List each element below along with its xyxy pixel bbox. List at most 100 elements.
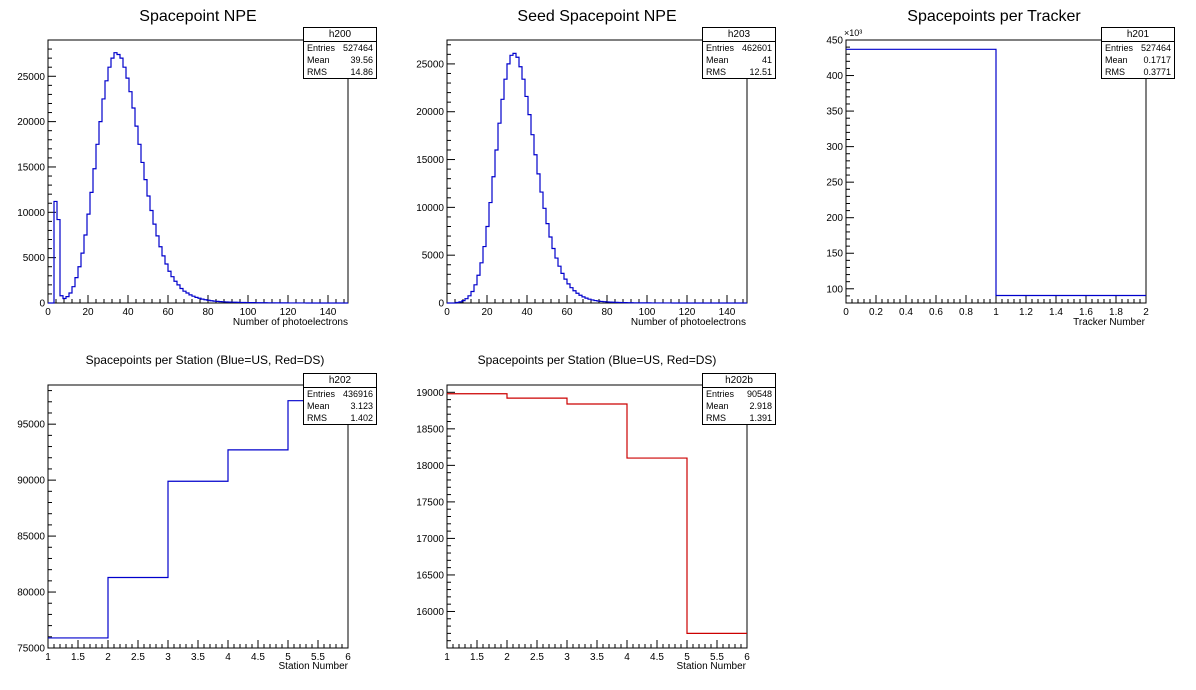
chart-h202b-xtick-label: 3 <box>564 652 570 663</box>
chart-h201-ytick-label: 250 <box>826 178 843 189</box>
chart-h201-xtick-label: 0.4 <box>899 307 913 318</box>
chart-h202b-ytick-label: 18000 <box>416 461 444 472</box>
chart-h201-stats-mean: Mean 0.1717 <box>1102 54 1174 66</box>
chart-h203-ytick-label: 0 <box>438 299 444 310</box>
chart-h201-xtick-label: 0.2 <box>869 307 883 318</box>
chart-h202-stats-mean-label: Mean <box>307 401 330 411</box>
chart-h203-stats-mean-value: 41 <box>761 55 772 65</box>
chart-h201-xlabel: Tracker Number <box>1073 317 1145 328</box>
chart-h200-stats-rms-value: 14.86 <box>350 67 373 77</box>
chart-h202b-xtick-label: 2.5 <box>530 652 544 663</box>
chart-h202b-stats-rms-label: RMS <box>706 413 726 423</box>
chart-h203-stats-entries-label: Entries <box>706 43 735 53</box>
chart-h202b-xtick-label: 4.5 <box>650 652 664 663</box>
chart-h202-xtick-label: 1 <box>45 652 51 663</box>
chart-h203-stats-rms: RMS 12.51 <box>703 66 775 78</box>
chart-h201-ytick-label: 200 <box>826 213 843 224</box>
chart-h202-histogram-line <box>48 400 348 639</box>
chart-h202b-stats-name: h202b <box>703 374 775 388</box>
chart-h202b-histogram-line <box>447 393 747 634</box>
chart-h202-xtick-label: 1.5 <box>71 652 85 663</box>
chart-h202b-stats-mean-label: Mean <box>706 401 729 411</box>
chart-h202-xtick-label: 3.5 <box>191 652 205 663</box>
chart-h202b-stats-rms: RMS 1.391 <box>703 412 775 424</box>
chart-h203-ytick-label: 15000 <box>416 155 444 166</box>
chart-h202-ytick-label: 85000 <box>17 532 45 543</box>
chart-h202b-xlabel: Station Number <box>676 661 746 672</box>
chart-h200-ytick-label: 20000 <box>17 117 45 128</box>
chart-h202-xlabel: Station Number <box>278 661 348 672</box>
chart-h200-stats-name: h200 <box>304 28 376 42</box>
chart-h202b-stats-mean: Mean 2.918 <box>703 400 775 412</box>
chart-h203-xlabel: Number of photoelectrons <box>630 317 746 328</box>
chart-h201-ytick-label: 300 <box>826 142 843 153</box>
chart-h203-ytick-label: 5000 <box>422 251 445 262</box>
chart-h202b-xtick-label: 2 <box>504 652 510 663</box>
chart-h201-ytick-label: 150 <box>826 249 843 260</box>
chart-h201-xtick-label: 1.2 <box>1019 307 1033 318</box>
chart-h200-ytick-label: 0 <box>39 299 45 310</box>
chart-h200-stats-mean-value: 39.56 <box>350 55 373 65</box>
chart-h200-stats-entries-label: Entries <box>307 43 336 53</box>
chart-h201-ytick-label: 450 <box>826 36 843 47</box>
chart-h202-title: Spacepoints per Station (Blue=US, Red=DS… <box>85 353 325 367</box>
chart-h202-xtick-label: 4.5 <box>251 652 265 663</box>
chart-h203-ytick-label: 25000 <box>416 59 444 70</box>
chart-h202b-ytick-label: 19000 <box>416 388 444 399</box>
chart-h200-xtick-label: 0 <box>45 307 51 318</box>
chart-h201-stats-name: h201 <box>1102 28 1174 42</box>
chart-h200-stats-entries-value: 527464 <box>342 43 373 53</box>
chart-h203-frame <box>446 39 748 304</box>
chart-h203-stats-entries-value: 462601 <box>741 43 772 53</box>
chart-h200-ytick-label: 5000 <box>23 253 46 264</box>
chart-h202-stats-rms-label: RMS <box>307 413 327 423</box>
chart-h203-ytick-label: 20000 <box>416 107 444 118</box>
chart-h202-xtick-label: 4 <box>225 652 231 663</box>
chart-h202b-stats-rms-value: 1.391 <box>749 413 772 423</box>
chart-h202b-stats-box: h202b Entries 90548 Mean 2.918 RMS 1.391 <box>702 373 776 425</box>
chart-h203-stats-box: h203 Entries 462601 Mean 41 RMS 12.51 <box>702 27 776 79</box>
chart-h201-ytick-label: 350 <box>826 107 843 118</box>
chart-h203-xtick-label: 40 <box>521 307 533 318</box>
chart-h203-xtick-label: 80 <box>601 307 613 318</box>
chart-h201-stats-entries-value: 527464 <box>1140 43 1171 53</box>
chart-h200-stats-rms-label: RMS <box>307 67 327 77</box>
chart-h200-xtick-label: 40 <box>122 307 134 318</box>
chart-h202-stats-mean-value: 3.123 <box>350 401 373 411</box>
chart-h200-stats-rms: RMS 14.86 <box>304 66 376 78</box>
chart-h203-ytick-label: 10000 <box>416 203 444 214</box>
chart-h203-stats-mean-label: Mean <box>706 55 729 65</box>
chart-h200-stats-mean-label: Mean <box>307 55 330 65</box>
chart-h202b-stats-entries: Entries 90548 <box>703 388 775 400</box>
chart-h200-xtick-label: 60 <box>162 307 174 318</box>
chart-h201-frame <box>845 39 1147 304</box>
chart-h202b-ytick-label: 17000 <box>416 534 444 545</box>
chart-h201-y-multiplier: ×10³ <box>844 28 862 38</box>
chart-h201-histogram-line <box>846 48 1146 297</box>
chart-h201-stats-entries-label: Entries <box>1105 43 1134 53</box>
chart-h201-xtick-label: 0.8 <box>959 307 973 318</box>
chart-h203-histogram-line <box>447 52 747 304</box>
chart-h201-xtick-label: 0.6 <box>929 307 943 318</box>
chart-h201-xtick-label: 0 <box>843 307 849 318</box>
chart-h202b-ytick-label: 16000 <box>416 607 444 618</box>
chart-h202-stats-entries-value: 436916 <box>342 389 373 399</box>
chart-h201-stats-rms-value: 0.3771 <box>1143 67 1171 77</box>
chart-h201-stats-rms-label: RMS <box>1105 67 1125 77</box>
chart-h202b-stats-mean-value: 2.918 <box>749 401 772 411</box>
chart-h200-histogram-line <box>48 52 348 304</box>
chart-h200-xtick-label: 80 <box>202 307 214 318</box>
chart-h202-xtick-label: 2.5 <box>131 652 145 663</box>
chart-h202b-xtick-label: 3.5 <box>590 652 604 663</box>
chart-h202b-title: Spacepoints per Station (Blue=US, Red=DS… <box>477 353 717 367</box>
chart-h202-xtick-label: 2 <box>105 652 111 663</box>
chart-h202b-stats-entries-label: Entries <box>706 389 735 399</box>
chart-h200-stats-box: h200 Entries 527464 Mean 39.56 RMS 14.86 <box>303 27 377 79</box>
chart-h203-stats-rms-value: 12.51 <box>749 67 772 77</box>
chart-h200-ytick-label: 25000 <box>17 72 45 83</box>
chart-h201-title: Spacepoints per Tracker <box>907 8 1081 25</box>
